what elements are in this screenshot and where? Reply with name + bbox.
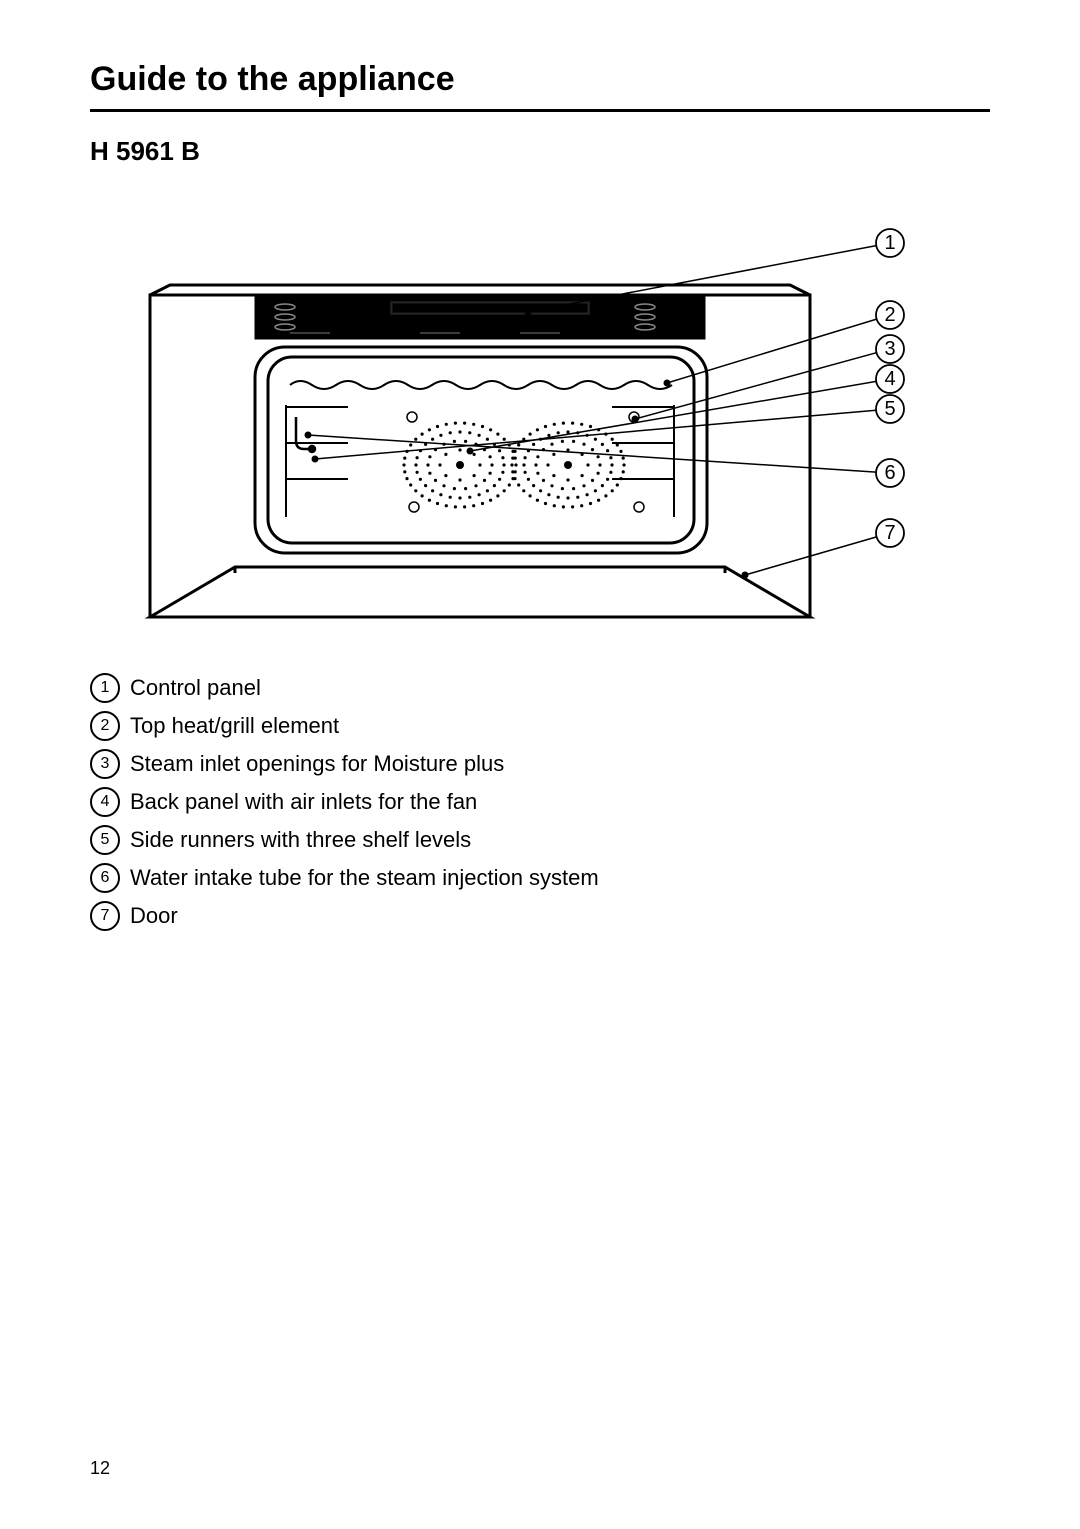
legend-label: Back panel with air inlets for the fan xyxy=(130,789,477,815)
svg-text:2: 2 xyxy=(884,304,895,326)
legend-item: 2 Top heat/grill element xyxy=(90,711,990,741)
appliance-diagram: 1 2 3 4 5 6 7 xyxy=(90,217,990,637)
page-number: 12 xyxy=(90,1458,110,1479)
legend-item: 6 Water intake tube for the steam injecti… xyxy=(90,863,990,893)
legend-badge: 5 xyxy=(90,825,120,855)
legend-label: Water intake tube for the steam injectio… xyxy=(130,865,599,891)
svg-text:1: 1 xyxy=(884,232,895,254)
svg-text:4: 4 xyxy=(884,368,895,390)
legend-badge: 7 xyxy=(90,901,120,931)
legend-badge: 1 xyxy=(90,673,120,703)
legend-badge: 2 xyxy=(90,711,120,741)
svg-text:7: 7 xyxy=(884,522,895,544)
legend-item: 1 Control panel xyxy=(90,673,990,703)
legend-label: Steam inlet openings for Moisture plus xyxy=(130,751,504,777)
legend-label: Door xyxy=(130,903,178,929)
legend-label: Control panel xyxy=(130,675,261,701)
svg-text:5: 5 xyxy=(884,398,895,420)
svg-text:6: 6 xyxy=(884,462,895,484)
legend-item: 7 Door xyxy=(90,901,990,931)
legend-badge: 3 xyxy=(90,749,120,779)
legend-label: Top heat/grill element xyxy=(130,713,339,739)
legend-item: 5 Side runners with three shelf levels xyxy=(90,825,990,855)
legend-label: Side runners with three shelf levels xyxy=(130,827,471,853)
legend-badge: 6 xyxy=(90,863,120,893)
model-number: H 5961 B xyxy=(90,136,990,167)
legend-item: 3 Steam inlet openings for Moisture plus xyxy=(90,749,990,779)
svg-text:3: 3 xyxy=(884,338,895,360)
legend-item: 4 Back panel with air inlets for the fan xyxy=(90,787,990,817)
legend-badge: 4 xyxy=(90,787,120,817)
page-title: Guide to the appliance xyxy=(90,60,990,112)
legend-list: 1 Control panel 2 Top heat/grill element 3 St… xyxy=(90,673,990,931)
